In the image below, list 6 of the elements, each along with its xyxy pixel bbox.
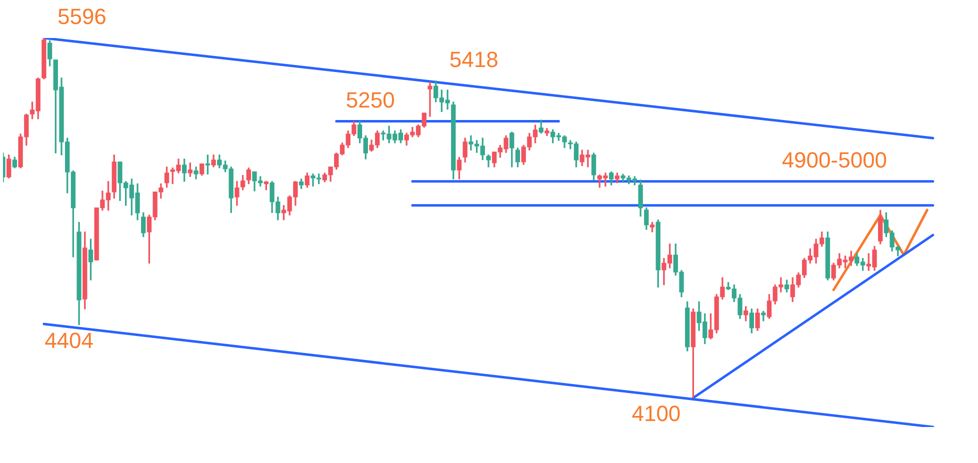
- annotation: 4100: [632, 400, 681, 426]
- annotation: 4404: [44, 328, 94, 353]
- annotation: 5596: [57, 4, 106, 30]
- annotation: 5250: [346, 87, 395, 112]
- annotation: 5418: [449, 46, 498, 72]
- annotation: 4900-5000: [782, 147, 888, 172]
